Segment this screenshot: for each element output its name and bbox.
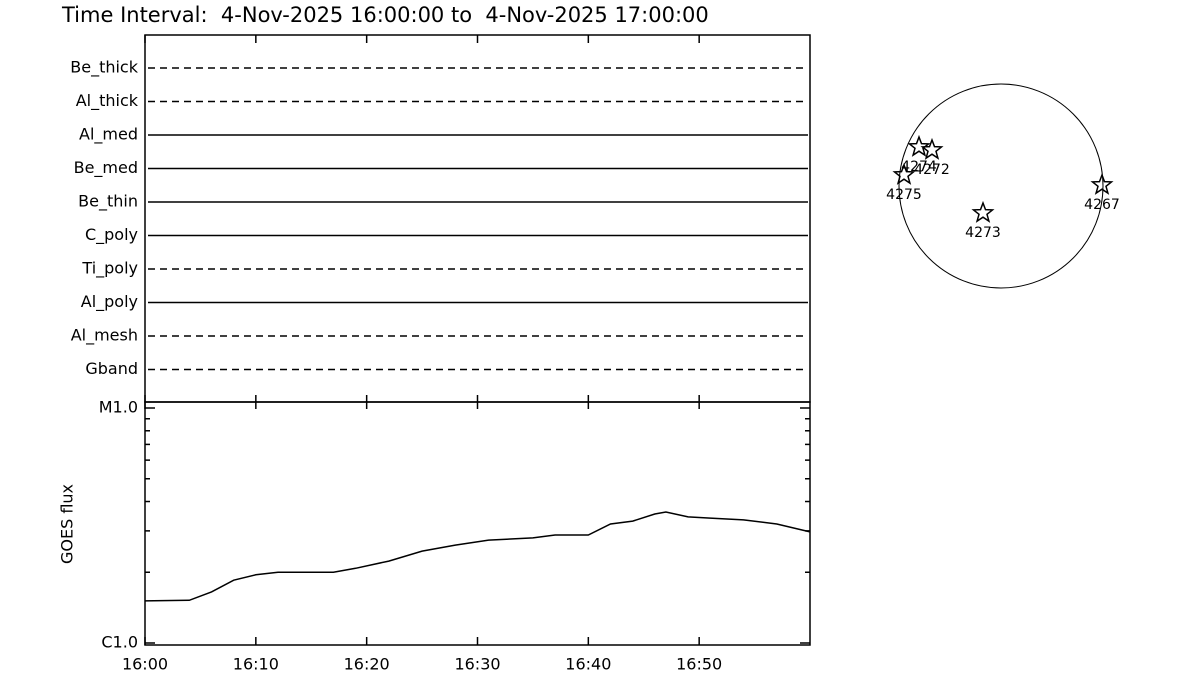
x-tick-label: 16:40 [565,655,611,674]
x-tick-label: 16:10 [233,655,279,674]
region-label: 4274 [901,159,937,175]
filter-label: C_poly [85,225,138,245]
x-tick-label: 16:00 [122,655,168,674]
region-label: 4272 [914,162,950,178]
region-label: 4275 [886,187,922,203]
filter-label: Be_thin [78,192,138,212]
filter-label: Al_poly [81,292,138,312]
filter-label: Be_med [74,158,138,178]
solar-disk [898,83,1104,289]
region-star [920,137,944,160]
filter-label: Al_mesh [71,326,138,346]
filter-label: Ti_poly [81,259,138,279]
filter-label: Al_thick [76,91,139,111]
x-tick-label: 16:30 [454,655,500,674]
region-star [1090,172,1114,195]
goes-panel [144,401,811,646]
goes-flux-curve [144,511,811,602]
filter-label: Be_thick [70,58,138,78]
region-star [892,162,916,185]
x-tick-label: 16:50 [676,655,722,674]
filter-panel [144,34,811,403]
filter-label: Al_med [79,125,138,145]
y-axis-label: GOES flux [58,484,77,564]
filter-label: Gband [85,359,138,378]
y-tick-label: C1.0 [101,633,138,652]
x-tick-label: 16:20 [344,655,390,674]
region-label: 4273 [965,225,1001,241]
region-star [971,200,995,223]
region-star [907,134,931,157]
y-tick-label: M1.0 [99,398,138,417]
region-label: 4267 [1084,197,1120,213]
time-interval-title: Time Interval: 4-Nov-2025 16:00:00 to 4-… [61,3,709,27]
